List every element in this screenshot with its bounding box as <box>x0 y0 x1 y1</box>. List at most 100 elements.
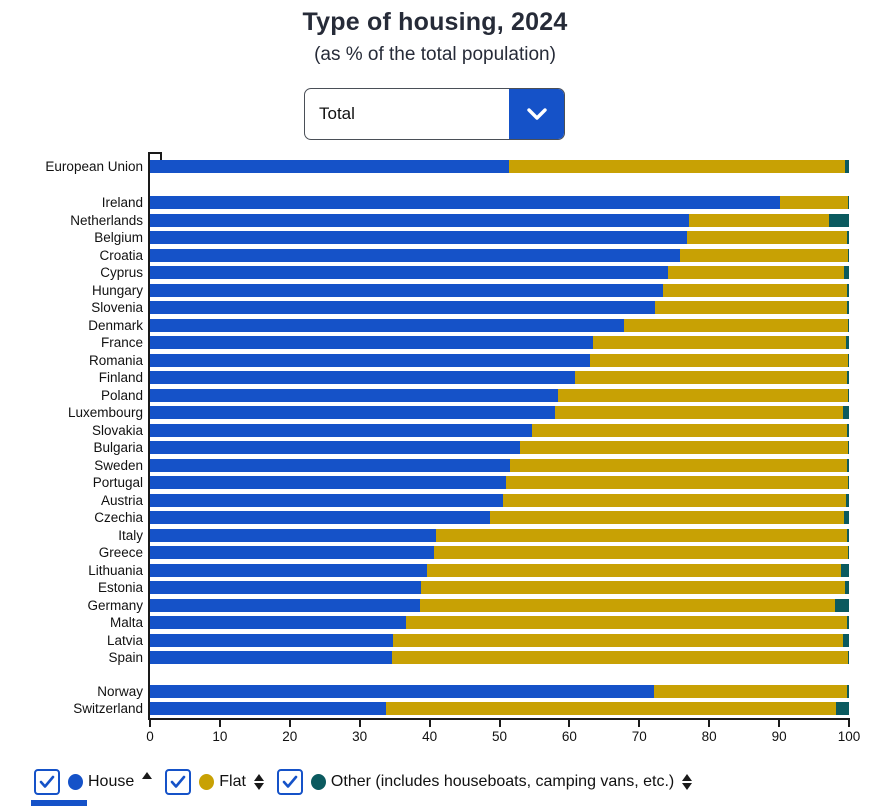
bar-segment-other-sweden[interactable] <box>846 458 849 472</box>
bar-segment-other-switzerland[interactable] <box>835 702 849 715</box>
bar-segment-flat-france[interactable] <box>593 336 847 349</box>
bar-segment-house-denmark[interactable] <box>150 318 624 332</box>
bar-segment-house-croatia[interactable] <box>150 248 680 262</box>
bar-segment-other-european-union[interactable] <box>844 160 849 173</box>
bar-segment-flat-bulgaria[interactable] <box>519 441 849 454</box>
bar-segment-other-germany[interactable] <box>835 598 849 612</box>
bar-segment-house-latvia[interactable] <box>150 633 394 647</box>
bar-segment-other-czechia[interactable] <box>844 511 849 524</box>
bar-segment-flat-malta[interactable] <box>405 616 847 629</box>
bar-segment-house-finland[interactable] <box>150 371 575 384</box>
bar-segment-house-spain[interactable] <box>150 651 392 664</box>
bar-segment-other-netherlands[interactable] <box>829 213 849 227</box>
legend-checkbox-other[interactable] <box>276 769 303 795</box>
bar-segment-flat-italy[interactable] <box>435 528 847 542</box>
bar-segment-flat-slovakia[interactable] <box>532 423 847 437</box>
bar-segment-house-greece[interactable] <box>150 546 434 559</box>
bar-segment-flat-ireland[interactable] <box>780 196 848 209</box>
bar-segment-house-romania[interactable] <box>150 353 591 367</box>
bar-segment-flat-finland[interactable] <box>574 371 847 384</box>
sort-both-icon[interactable] <box>253 774 264 790</box>
bar-segment-other-italy[interactable] <box>846 528 849 542</box>
dropdown-open-button[interactable] <box>509 89 564 139</box>
bar-segment-house-switzerland[interactable] <box>150 702 387 715</box>
bar-segment-house-malta[interactable] <box>150 616 406 629</box>
bar-segment-other-cyprus[interactable] <box>844 266 849 279</box>
bar-segment-flat-cyprus[interactable] <box>667 266 845 279</box>
bar-segment-flat-sweden[interactable] <box>509 458 847 472</box>
bar-segment-house-european-union[interactable] <box>150 160 510 173</box>
bar-segment-house-hungary[interactable] <box>150 283 664 297</box>
bar-segment-house-bulgaria[interactable] <box>150 441 520 454</box>
bar-segment-other-belgium[interactable] <box>846 231 849 244</box>
bar-segment-flat-norway[interactable] <box>653 684 847 698</box>
bar-segment-other-portugal[interactable] <box>848 476 849 489</box>
bar-segment-other-croatia[interactable] <box>848 248 849 262</box>
bar-segment-other-bulgaria[interactable] <box>848 441 849 454</box>
bar-segment-flat-germany[interactable] <box>419 598 836 612</box>
bar-segment-other-greece[interactable] <box>848 546 849 559</box>
bar-segment-house-sweden[interactable] <box>150 458 510 472</box>
bar-segment-flat-belgium[interactable] <box>686 231 847 244</box>
checkmark-icon <box>39 775 55 788</box>
bar-row-denmark <box>150 318 849 332</box>
bar-segment-other-latvia[interactable] <box>842 633 849 647</box>
breakdown-dropdown[interactable]: Total <box>304 88 565 140</box>
bar-segment-flat-greece[interactable] <box>433 546 849 559</box>
bar-segment-other-romania[interactable] <box>847 353 849 367</box>
bar-segment-flat-netherlands[interactable] <box>688 213 830 227</box>
bar-segment-house-norway[interactable] <box>150 684 654 698</box>
bar-segment-house-poland[interactable] <box>150 388 559 402</box>
sort-both-icon[interactable] <box>682 774 693 790</box>
bar-segment-flat-romania[interactable] <box>590 353 848 367</box>
bar-segment-other-finland[interactable] <box>846 371 849 384</box>
legend-checkbox-flat[interactable] <box>165 769 192 795</box>
bar-segment-house-netherlands[interactable] <box>150 213 689 227</box>
bar-segment-flat-poland[interactable] <box>558 388 849 402</box>
bar-segment-flat-switzerland[interactable] <box>386 702 836 715</box>
bar-segment-house-slovenia[interactable] <box>150 301 655 314</box>
bar-segment-other-malta[interactable] <box>846 616 849 629</box>
bar-segment-flat-latvia[interactable] <box>393 633 843 647</box>
bar-segment-house-slovakia[interactable] <box>150 423 533 437</box>
bar-segment-house-estonia[interactable] <box>150 581 422 594</box>
bar-segment-flat-european-union[interactable] <box>509 160 845 173</box>
bar-segment-other-spain[interactable] <box>847 651 849 664</box>
bar-segment-house-ireland[interactable] <box>150 196 781 209</box>
bar-segment-flat-denmark[interactable] <box>623 318 848 332</box>
bar-segment-flat-croatia[interactable] <box>679 248 849 262</box>
bar-segment-other-slovenia[interactable] <box>846 301 849 314</box>
bar-segment-other-estonia[interactable] <box>844 581 849 594</box>
bar-segment-house-italy[interactable] <box>150 528 436 542</box>
bar-segment-house-france[interactable] <box>150 336 594 349</box>
bar-segment-house-austria[interactable] <box>150 493 503 507</box>
bar-segment-flat-slovenia[interactable] <box>654 301 847 314</box>
bar-segment-other-poland[interactable] <box>848 388 849 402</box>
sort-ascending-icon[interactable] <box>142 771 153 779</box>
bar-segment-house-luxembourg[interactable] <box>150 406 556 419</box>
bar-segment-other-ireland[interactable] <box>847 196 849 209</box>
bar-segment-other-austria[interactable] <box>846 493 849 507</box>
bar-segment-flat-estonia[interactable] <box>421 581 845 594</box>
bar-segment-flat-austria[interactable] <box>502 493 847 507</box>
bar-segment-other-denmark[interactable] <box>847 318 849 332</box>
bar-segment-flat-czechia[interactable] <box>490 511 845 524</box>
bar-segment-flat-spain[interactable] <box>391 651 848 664</box>
bar-segment-flat-hungary[interactable] <box>663 283 847 297</box>
bar-segment-house-cyprus[interactable] <box>150 266 668 279</box>
bar-segment-other-luxembourg[interactable] <box>843 406 849 419</box>
bar-segment-other-slovakia[interactable] <box>846 423 849 437</box>
bar-segment-house-lithuania[interactable] <box>150 563 427 577</box>
bar-segment-house-belgium[interactable] <box>150 231 687 244</box>
bar-segment-house-germany[interactable] <box>150 598 420 612</box>
bar-segment-house-portugal[interactable] <box>150 476 507 489</box>
bar-segment-house-czechia[interactable] <box>150 511 491 524</box>
bar-segment-other-hungary[interactable] <box>846 283 849 297</box>
legend-checkbox-house[interactable] <box>34 769 60 795</box>
bar-segment-flat-luxembourg[interactable] <box>555 406 844 419</box>
bar-segment-flat-lithuania[interactable] <box>426 563 842 577</box>
bar-segment-other-france[interactable] <box>846 336 849 349</box>
bar-segment-flat-portugal[interactable] <box>506 476 849 489</box>
bar-segment-other-lithuania[interactable] <box>841 563 849 577</box>
bar-segment-other-norway[interactable] <box>846 684 849 698</box>
